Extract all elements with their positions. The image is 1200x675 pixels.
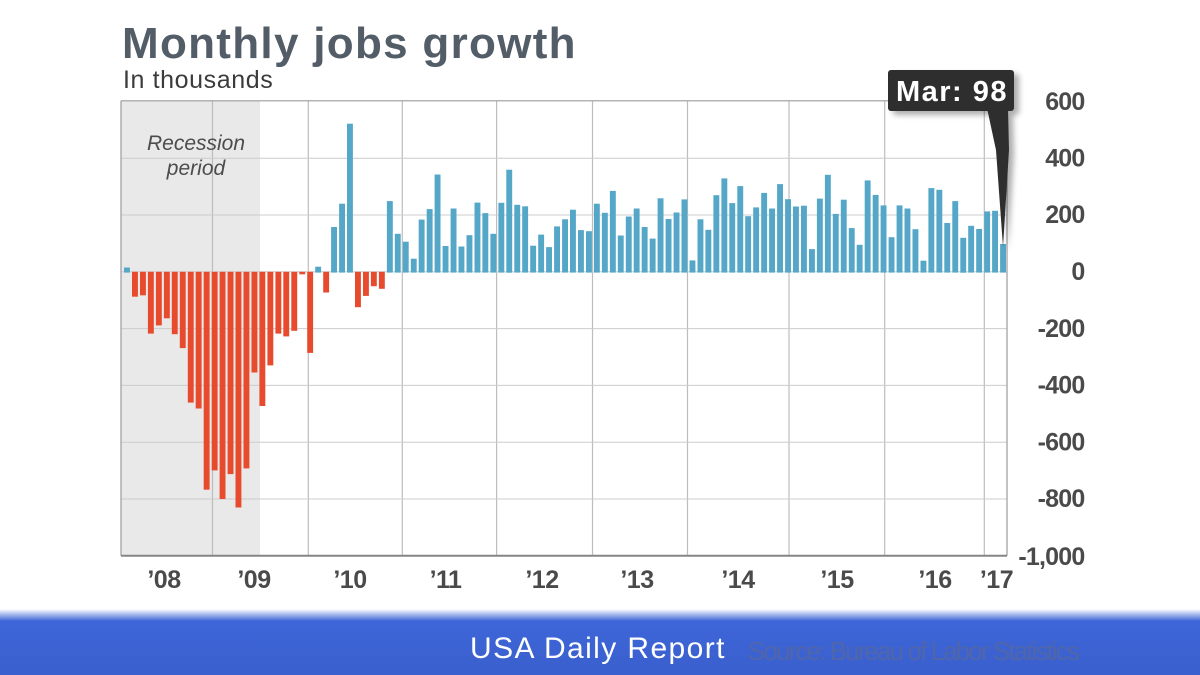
svg-text:’10: ’10 xyxy=(333,566,366,594)
svg-text:Recession: Recession xyxy=(147,132,245,155)
svg-text:Mar: 98: Mar: 98 xyxy=(896,76,1008,108)
svg-text:-400: -400 xyxy=(1038,372,1085,400)
svg-text:600: 600 xyxy=(1045,88,1084,116)
svg-text:’17: ’17 xyxy=(980,566,1013,594)
svg-text:’12: ’12 xyxy=(525,566,558,594)
svg-text:-600: -600 xyxy=(1038,429,1085,457)
svg-text:’11: ’11 xyxy=(430,566,462,594)
svg-text:’16: ’16 xyxy=(918,566,951,594)
svg-text:’15: ’15 xyxy=(820,566,854,594)
svg-text:’09: ’09 xyxy=(237,566,270,594)
svg-text:-800: -800 xyxy=(1038,485,1085,513)
svg-text:200: 200 xyxy=(1045,201,1084,229)
svg-text:period: period xyxy=(166,157,227,180)
svg-text:-200: -200 xyxy=(1038,315,1085,343)
svg-text:0: 0 xyxy=(1071,258,1084,286)
svg-text:’14: ’14 xyxy=(721,566,755,594)
svg-text:’08: ’08 xyxy=(147,566,181,594)
svg-text:’13: ’13 xyxy=(620,566,653,594)
svg-text:400: 400 xyxy=(1045,145,1084,173)
svg-text:-1,000: -1,000 xyxy=(1018,543,1084,571)
